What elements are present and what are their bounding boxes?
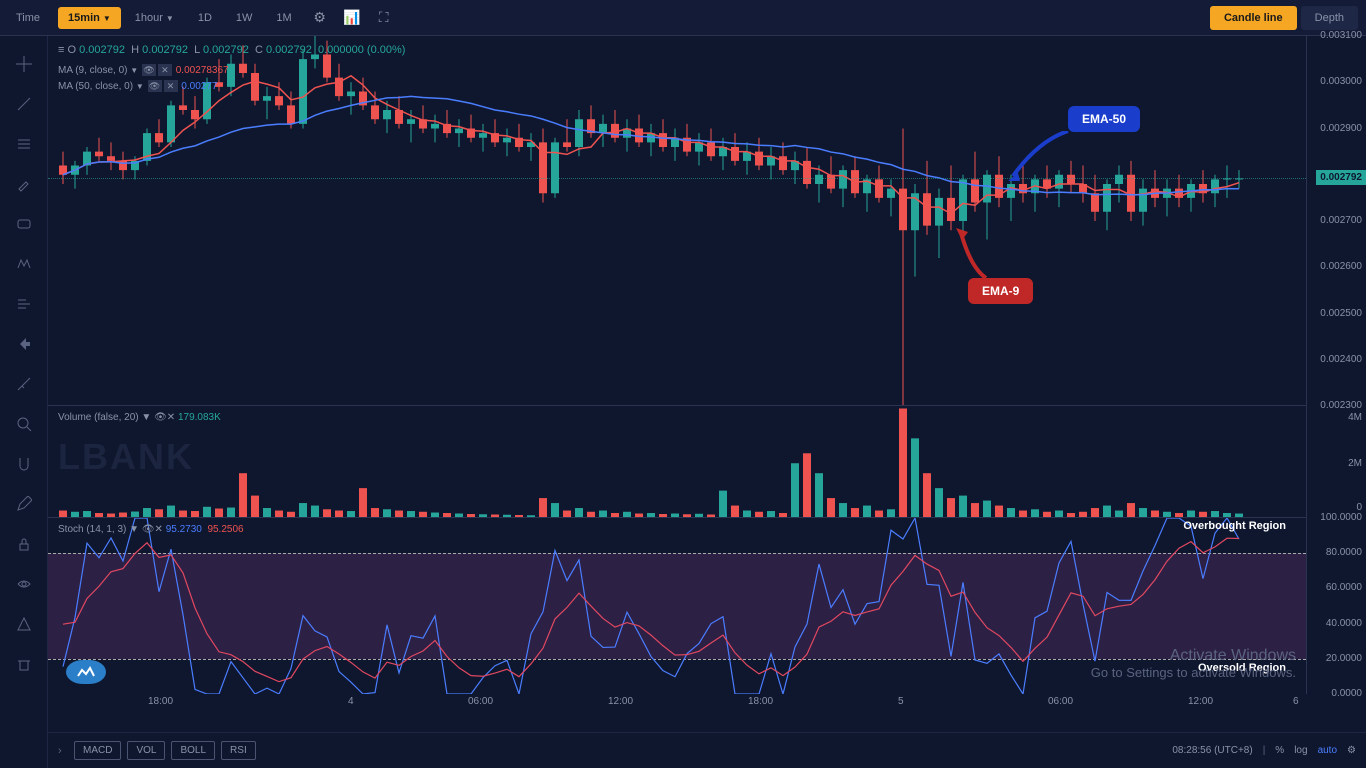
pattern-icon[interactable] bbox=[8, 248, 40, 280]
ma9-legend[interactable]: MA (9, close, 0) ▼ 👁✕ 0.00278367 bbox=[58, 64, 229, 76]
close-icon[interactable]: ✕ bbox=[167, 412, 175, 423]
time-label[interactable]: Time bbox=[8, 8, 48, 28]
indicator-vol[interactable]: VOL bbox=[127, 741, 165, 760]
brush-icon[interactable] bbox=[8, 168, 40, 200]
eye-icon[interactable]: 👁 bbox=[142, 524, 155, 535]
gear-icon[interactable]: ⚙ bbox=[1347, 745, 1356, 756]
ema50-annotation: EMA-50 bbox=[1068, 106, 1140, 132]
text-icon[interactable] bbox=[8, 208, 40, 240]
ruler-icon[interactable] bbox=[8, 368, 40, 400]
candle-line-button[interactable]: Candle line bbox=[1210, 6, 1297, 30]
clock: 08:28:56 (UTC+8) bbox=[1172, 745, 1252, 756]
eye-icon[interactable]: 👁 bbox=[142, 64, 156, 76]
settings-icon[interactable]: ⚙ bbox=[306, 4, 334, 32]
cloud-badge-icon bbox=[66, 660, 106, 684]
percent-toggle[interactable]: % bbox=[1275, 745, 1284, 756]
fullscreen-icon[interactable]: ⛶ bbox=[370, 4, 398, 32]
depth-button[interactable]: Depth bbox=[1301, 6, 1358, 30]
forecast-icon[interactable] bbox=[8, 288, 40, 320]
zoom-icon[interactable] bbox=[8, 408, 40, 440]
ohlc-info: ≡ O 0.002792 H 0.002792 L 0.002792 C 0.0… bbox=[58, 44, 405, 56]
timeframe-1d[interactable]: 1D bbox=[188, 7, 222, 29]
shapes-icon[interactable] bbox=[8, 608, 40, 640]
eye-icon[interactable]: 👁 bbox=[154, 412, 167, 423]
current-price-tag: 0.002792 bbox=[1316, 170, 1366, 185]
indicator-boll[interactable]: BOLL bbox=[171, 741, 215, 760]
indicator-rsi[interactable]: RSI bbox=[221, 741, 256, 760]
crosshair-icon[interactable] bbox=[8, 48, 40, 80]
eye-icon[interactable] bbox=[8, 568, 40, 600]
chart-area: ≡ O 0.002792 H 0.002792 L 0.002792 C 0.0… bbox=[48, 36, 1366, 732]
time-axis[interactable]: 18:00406:0012:0018:00506:0012:006 bbox=[48, 694, 1306, 714]
price-axis[interactable]: 0.0031000.0030000.0029000.0028000.002700… bbox=[1306, 36, 1366, 406]
stoch-legend[interactable]: Stoch (14, 1, 3) ▼ 👁✕ 95.2730 95.2506 bbox=[58, 524, 244, 535]
eye-icon[interactable]: 👁 bbox=[148, 80, 162, 92]
topbar: Time 15min▼ 1hour▼ 1D 1W 1M ⚙ 📊 ⛶ Candle… bbox=[0, 0, 1366, 36]
indicators-icon[interactable]: 📊 bbox=[338, 4, 366, 32]
stoch-axis[interactable]: 100.000080.000060.000040.000020.00000.00… bbox=[1306, 518, 1366, 694]
auto-toggle[interactable]: auto bbox=[1318, 745, 1337, 756]
pencil-icon[interactable] bbox=[8, 488, 40, 520]
volume-axis[interactable]: 4M 2M 0 bbox=[1306, 406, 1366, 518]
trendline-icon[interactable] bbox=[8, 88, 40, 120]
current-price-line bbox=[48, 178, 1306, 179]
close-icon[interactable]: ✕ bbox=[158, 64, 172, 76]
close-icon[interactable]: ✕ bbox=[155, 524, 163, 535]
timeframe-1hour[interactable]: 1hour▼ bbox=[125, 7, 184, 29]
magnet-icon[interactable] bbox=[8, 448, 40, 480]
drawing-toolbar bbox=[0, 36, 48, 768]
log-toggle[interactable]: log bbox=[1294, 745, 1307, 756]
back-arrow-icon[interactable] bbox=[8, 328, 40, 360]
chevron-right-icon[interactable]: › bbox=[58, 745, 68, 757]
trash-icon[interactable] bbox=[8, 648, 40, 680]
lock-icon[interactable] bbox=[8, 528, 40, 560]
timeframe-1w[interactable]: 1W bbox=[226, 7, 263, 29]
oversold-label: Oversold Region bbox=[1198, 662, 1286, 674]
indicator-macd[interactable]: MACD bbox=[74, 741, 121, 760]
bottombar: › MACD VOL BOLL RSI 08:28:56 (UTC+8) | %… bbox=[48, 732, 1366, 768]
volume-legend[interactable]: Volume (false, 20) ▼ 👁✕ 179.083K bbox=[58, 412, 221, 423]
stoch-chart[interactable]: Stoch (14, 1, 3) ▼ 👁✕ 95.2730 95.2506 Ov… bbox=[48, 518, 1306, 694]
price-chart[interactable]: ≡ O 0.002792 H 0.002792 L 0.002792 C 0.0… bbox=[48, 36, 1306, 406]
close-icon[interactable]: ✕ bbox=[164, 80, 178, 92]
timeframe-15min[interactable]: 15min▼ bbox=[58, 7, 121, 29]
timeframe-1m[interactable]: 1M bbox=[266, 7, 301, 29]
volume-chart[interactable]: LBANK Volume (false, 20) ▼ 👁✕ 179.083K bbox=[48, 406, 1306, 518]
overbought-label: Overbought Region bbox=[1183, 520, 1286, 532]
fib-icon[interactable] bbox=[8, 128, 40, 160]
ma50-legend[interactable]: MA (50, close, 0) ▼ 👁✕ 0.00277 bbox=[58, 80, 217, 92]
